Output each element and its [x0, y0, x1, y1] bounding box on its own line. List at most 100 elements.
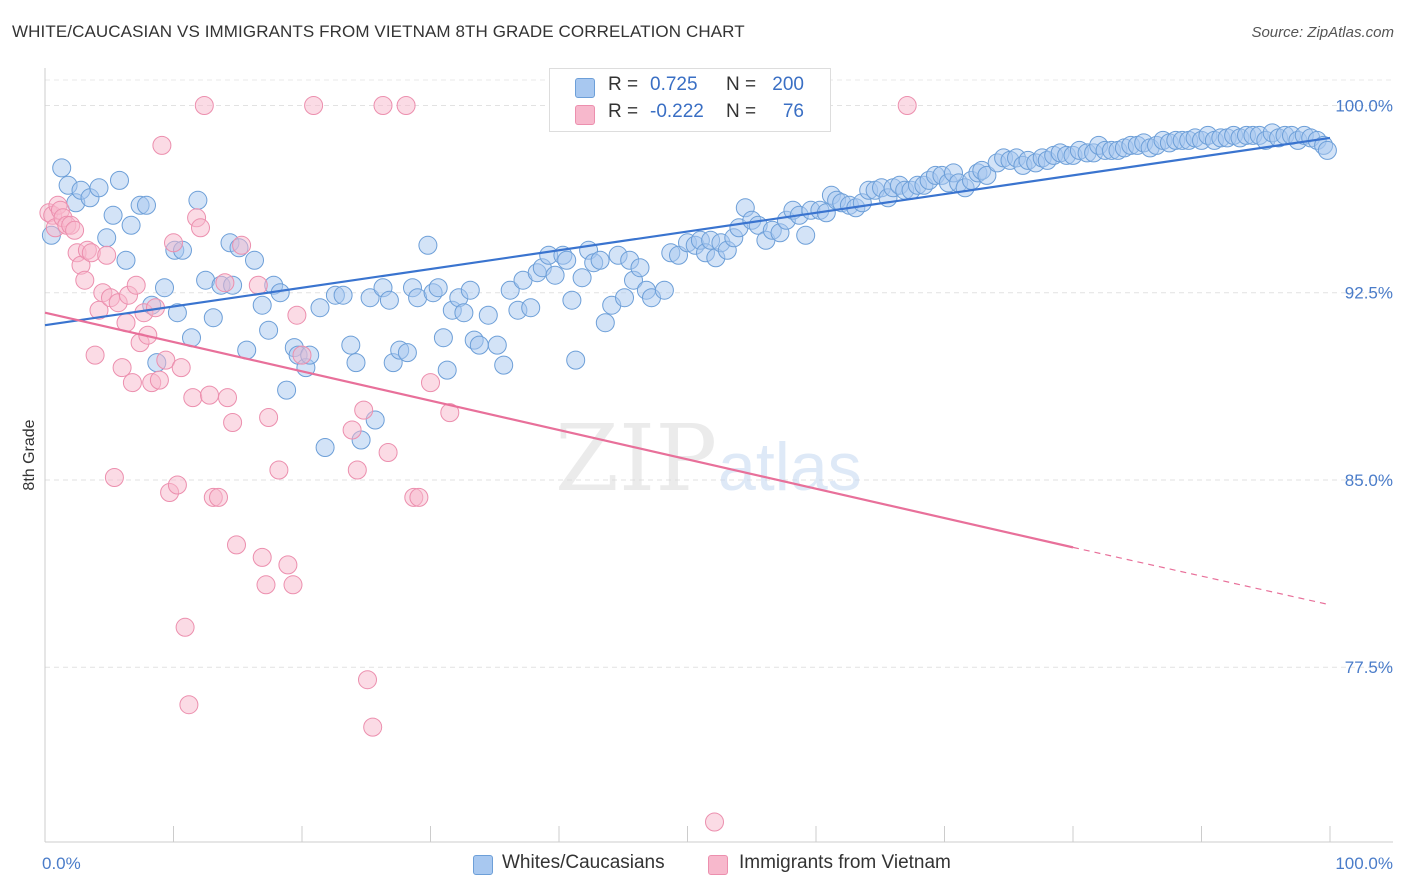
axes [44, 68, 1393, 843]
data-point [396, 96, 416, 115]
data-point [215, 273, 235, 293]
trend-lines [44, 136, 1331, 606]
watermark: ZIP atlas [555, 405, 862, 512]
data-point [454, 303, 474, 323]
watermark-atlas: atlas [718, 429, 862, 505]
data-point [440, 403, 460, 423]
data-point [347, 460, 367, 480]
data-point [500, 280, 520, 300]
data-point [252, 295, 272, 315]
data-point [188, 190, 208, 210]
data-point [409, 487, 429, 507]
data-point [232, 235, 252, 255]
data-point [341, 335, 361, 355]
data-point [418, 235, 438, 255]
data-point [705, 812, 724, 832]
y-tick-label: 77.5% [1345, 658, 1393, 677]
data-point [179, 695, 199, 715]
data-point [346, 353, 366, 373]
data-point [421, 373, 440, 393]
data-point [437, 360, 457, 380]
data-point [223, 413, 243, 432]
data-point [203, 308, 223, 328]
data-point [557, 250, 577, 270]
data-point [595, 313, 615, 333]
data-point [379, 290, 399, 310]
series-legend: Whites/Caucasians Immigrants from Vietna… [0, 852, 1406, 878]
data-point [256, 575, 276, 595]
legend-swatch-vietnam [575, 105, 595, 125]
y-tick-label: 100.0% [1335, 96, 1393, 115]
data-point [191, 218, 210, 238]
data-point [65, 220, 85, 240]
r-value: 0.725 [650, 74, 698, 95]
data-point [171, 358, 191, 378]
data-point [304, 96, 324, 115]
legend-label-whites: Whites/Caucasians [502, 852, 665, 873]
legend-swatch-vietnam [708, 855, 728, 875]
data-point [278, 555, 298, 575]
y-tick-label: 85.0% [1345, 471, 1393, 490]
data-point [897, 96, 917, 115]
data-point [494, 355, 514, 375]
data-point [122, 373, 142, 393]
data-point [333, 285, 353, 305]
data-point [97, 245, 117, 265]
data-point [175, 617, 195, 637]
data-point [259, 320, 279, 340]
data-point [227, 535, 246, 555]
stats-legend: R = 0.725 N = 200 R = -0.222 N = 76 [549, 68, 831, 132]
data-point [977, 165, 997, 185]
data-point [397, 343, 417, 363]
stats-row-whites: R = 0.725 N = 200 [550, 74, 830, 102]
data-point [460, 280, 480, 300]
data-point [1317, 140, 1337, 160]
data-point [248, 275, 268, 295]
data-point [156, 350, 176, 370]
data-point [269, 460, 289, 480]
data-point [590, 250, 610, 270]
data-point [167, 303, 187, 323]
data-point [283, 575, 303, 595]
r-label: R = [608, 101, 639, 122]
data-point [277, 380, 297, 400]
data-point [354, 400, 374, 420]
legend-label-vietnam: Immigrants from Vietnam [739, 852, 951, 873]
n-value: 76 [782, 101, 804, 122]
data-point [342, 420, 362, 440]
data-point [315, 438, 335, 457]
data-point [469, 335, 489, 355]
x-tick-label: 100.0% [1335, 854, 1393, 873]
data-point [478, 305, 498, 325]
legend-swatch-whites [575, 78, 595, 98]
data-point [149, 370, 169, 390]
data-point [85, 345, 105, 365]
n-value: 200 [772, 74, 804, 95]
data-point [310, 298, 330, 318]
data-point [164, 233, 183, 253]
data-point [126, 275, 146, 295]
data-point [155, 278, 174, 298]
data-point [218, 388, 237, 408]
y-tick-label: 92.5% [1345, 284, 1393, 303]
r-value: -0.222 [650, 101, 704, 122]
data-point [110, 170, 129, 190]
data-point [292, 345, 312, 365]
data-point [358, 670, 377, 690]
x-tick-label: 0.0% [42, 854, 81, 873]
data-point [487, 335, 507, 355]
data-point [521, 298, 541, 318]
data-point [103, 205, 123, 225]
y-tick-labels: 100.0% 92.5% 85.0% 77.5% [1335, 96, 1393, 677]
data-point [615, 288, 634, 308]
data-point [194, 96, 214, 115]
data-point [183, 388, 203, 408]
n-label: N = [726, 101, 757, 122]
data-point [104, 468, 124, 487]
data-point [252, 547, 272, 567]
data-point [209, 487, 228, 507]
data-point [200, 385, 219, 405]
data-point [112, 358, 132, 378]
data-point [360, 288, 380, 308]
